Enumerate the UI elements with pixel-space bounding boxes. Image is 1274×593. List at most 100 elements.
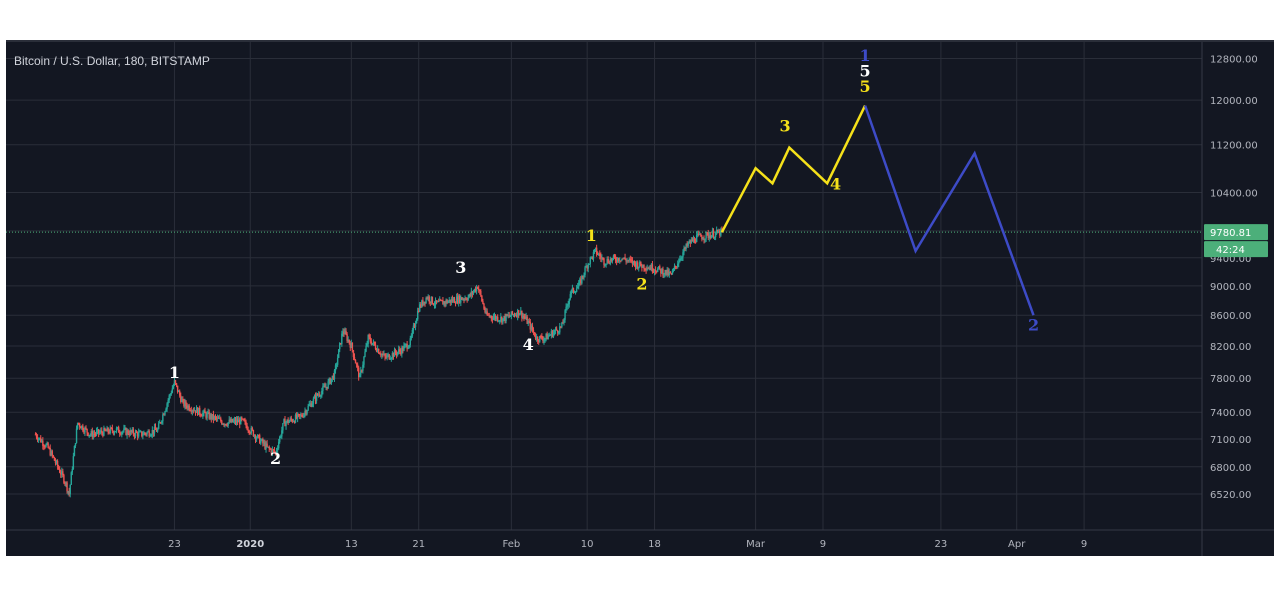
candle-body [566, 305, 568, 307]
candle-body [188, 405, 190, 410]
candle-body [139, 431, 141, 433]
candle-body [211, 414, 214, 419]
candle-body [245, 421, 247, 426]
candle-body [407, 347, 409, 349]
candle-body [688, 240, 690, 243]
candle-body [342, 331, 344, 334]
candle-body [239, 419, 241, 425]
price-tick-label: 9000.00 [1210, 282, 1251, 293]
candle-body [606, 258, 608, 264]
candle-body [468, 294, 470, 297]
candle-body [626, 260, 628, 262]
candle-body [130, 430, 132, 433]
candle-body [506, 314, 508, 317]
candle-body [414, 323, 417, 328]
candle-body [44, 446, 46, 448]
candle-body [513, 314, 516, 316]
candle-body [56, 460, 59, 467]
candle-body [302, 416, 304, 418]
candle-body [356, 364, 359, 368]
plot-background [6, 42, 1274, 556]
time-tick-label: 21 [412, 539, 425, 550]
candle-body [244, 420, 246, 422]
candle-body [277, 442, 280, 449]
candle-body [116, 427, 119, 429]
candle-body [536, 336, 539, 341]
candle-body [642, 264, 644, 268]
time-tick-label: 23 [168, 539, 181, 550]
price-tick-label: 7100.00 [1210, 435, 1251, 446]
candle-body [174, 380, 177, 384]
candle-body [323, 386, 325, 388]
candle-body [214, 416, 217, 418]
candle-body [594, 247, 597, 250]
wave-label-white-4: 4 [523, 335, 534, 354]
candle-body [128, 433, 130, 435]
candle-body [525, 316, 527, 319]
candle-body [715, 229, 718, 233]
candle-body [223, 423, 225, 425]
candle-body [703, 238, 705, 240]
candle-body [301, 415, 303, 417]
candle-body [349, 343, 351, 348]
candle-body [325, 386, 327, 388]
candle-body [564, 310, 566, 320]
time-tick-label: Feb [502, 539, 520, 550]
candle-body [84, 427, 86, 433]
candle-body [148, 431, 150, 437]
candle-body [664, 269, 666, 275]
candle-body [213, 416, 216, 420]
candle-body [151, 429, 154, 435]
candle-body [165, 408, 167, 412]
candle-body [166, 403, 168, 409]
candle-body [159, 422, 161, 424]
price-axis[interactable]: 6520.00 6800.00 7100.00 7400.00 7800.00 8200.… [1204, 55, 1268, 501]
candle-body [46, 443, 48, 445]
candle-body [199, 407, 201, 415]
candle-body [489, 315, 491, 317]
candle-body [224, 424, 226, 426]
candle-body [172, 385, 175, 389]
candle-body [628, 258, 630, 261]
candle-body [401, 347, 403, 355]
candle-body [110, 427, 112, 429]
candle-body [287, 419, 289, 423]
candle-body [586, 266, 588, 269]
candle-body [630, 259, 633, 261]
candle-body [293, 421, 296, 423]
candle-body [600, 256, 602, 259]
candle-body [180, 395, 182, 402]
candle-body [386, 355, 388, 358]
current-price-badge [1204, 224, 1268, 241]
candle-body [227, 422, 229, 426]
candle-body [284, 419, 286, 427]
candle-body [330, 378, 333, 384]
candle-body [365, 345, 367, 352]
candle-body [345, 331, 347, 335]
candle-body [596, 253, 599, 255]
candle-body [212, 414, 215, 420]
candle-body [433, 304, 436, 306]
candle-body [556, 330, 559, 333]
candle-body [152, 429, 155, 434]
candle-body [639, 261, 641, 267]
candle-body [319, 394, 321, 396]
candle-body [413, 325, 416, 328]
candle-body [229, 419, 231, 423]
candle-body [184, 401, 186, 407]
candle-body [700, 233, 702, 237]
candle-body [274, 452, 277, 454]
candle-body [546, 333, 548, 340]
time-axis[interactable]: 23 2020 13 21 Feb 10 18 Mar 9 23 Apr 9 [168, 539, 1087, 550]
candle-body [101, 430, 103, 433]
candle-body [50, 451, 52, 456]
candle-body [254, 435, 257, 440]
candle-body [216, 417, 219, 419]
candle-body [559, 326, 561, 333]
candle-body [169, 394, 171, 396]
candle-body [613, 255, 616, 258]
candle-body [225, 424, 227, 426]
candle-body [541, 336, 543, 339]
